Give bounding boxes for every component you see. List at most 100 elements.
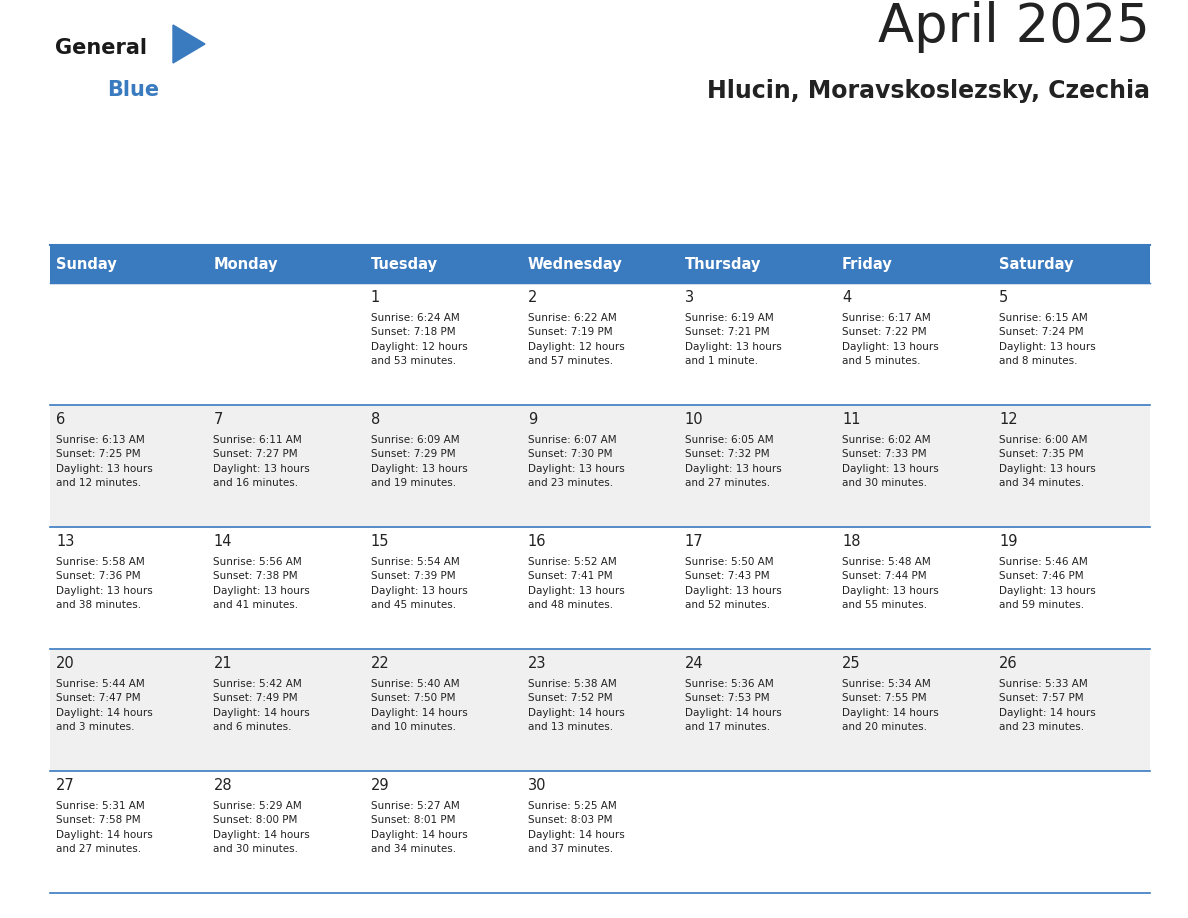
Bar [365, 771, 522, 893]
Text: 9: 9 [527, 412, 537, 427]
Bar [50, 405, 207, 527]
Text: Sunrise: 5:50 AM
Sunset: 7:43 PM
Daylight: 13 hours
and 52 minutes.: Sunrise: 5:50 AM Sunset: 7:43 PM Dayligh… [684, 557, 782, 610]
Text: Blue: Blue [107, 80, 159, 100]
Text: 24: 24 [684, 656, 703, 671]
Text: Sunrise: 5:42 AM
Sunset: 7:49 PM
Daylight: 14 hours
and 6 minutes.: Sunrise: 5:42 AM Sunset: 7:49 PM Dayligh… [214, 679, 310, 733]
Text: Sunrise: 5:33 AM
Sunset: 7:57 PM
Daylight: 14 hours
and 23 minutes.: Sunrise: 5:33 AM Sunset: 7:57 PM Dayligh… [999, 679, 1095, 733]
Text: 4: 4 [842, 290, 852, 305]
Text: Sunrise: 5:40 AM
Sunset: 7:50 PM
Daylight: 14 hours
and 10 minutes.: Sunrise: 5:40 AM Sunset: 7:50 PM Dayligh… [371, 679, 467, 733]
Text: Monday: Monday [214, 256, 278, 272]
Text: General: General [55, 38, 147, 58]
Text: 6: 6 [56, 412, 65, 427]
Text: 27: 27 [56, 778, 75, 793]
Text: Sunrise: 6:13 AM
Sunset: 7:25 PM
Daylight: 13 hours
and 12 minutes.: Sunrise: 6:13 AM Sunset: 7:25 PM Dayligh… [56, 435, 153, 488]
Polygon shape [173, 25, 206, 63]
Text: 7: 7 [214, 412, 223, 427]
Text: 15: 15 [371, 534, 390, 549]
Bar [522, 283, 678, 405]
Bar [678, 245, 835, 283]
Bar [678, 649, 835, 771]
Bar [835, 405, 993, 527]
Bar [50, 649, 207, 771]
Text: 25: 25 [842, 656, 860, 671]
Bar [678, 771, 835, 893]
Bar [835, 771, 993, 893]
Text: 1: 1 [371, 290, 380, 305]
Text: 19: 19 [999, 534, 1018, 549]
Text: Sunrise: 5:36 AM
Sunset: 7:53 PM
Daylight: 14 hours
and 17 minutes.: Sunrise: 5:36 AM Sunset: 7:53 PM Dayligh… [684, 679, 782, 733]
Text: 26: 26 [999, 656, 1018, 671]
Bar [207, 527, 365, 649]
Text: Tuesday: Tuesday [371, 256, 437, 272]
Text: Sunrise: 6:07 AM
Sunset: 7:30 PM
Daylight: 13 hours
and 23 minutes.: Sunrise: 6:07 AM Sunset: 7:30 PM Dayligh… [527, 435, 625, 488]
Text: Sunrise: 5:48 AM
Sunset: 7:44 PM
Daylight: 13 hours
and 55 minutes.: Sunrise: 5:48 AM Sunset: 7:44 PM Dayligh… [842, 557, 939, 610]
Text: 23: 23 [527, 656, 546, 671]
Text: 20: 20 [56, 656, 75, 671]
Text: 3: 3 [684, 290, 694, 305]
Text: Sunrise: 5:27 AM
Sunset: 8:01 PM
Daylight: 14 hours
and 34 minutes.: Sunrise: 5:27 AM Sunset: 8:01 PM Dayligh… [371, 801, 467, 855]
Text: Sunrise: 6:22 AM
Sunset: 7:19 PM
Daylight: 12 hours
and 57 minutes.: Sunrise: 6:22 AM Sunset: 7:19 PM Dayligh… [527, 313, 625, 366]
Text: 16: 16 [527, 534, 546, 549]
Bar [522, 527, 678, 649]
Text: April 2025: April 2025 [878, 1, 1150, 53]
Text: Sunrise: 5:46 AM
Sunset: 7:46 PM
Daylight: 13 hours
and 59 minutes.: Sunrise: 5:46 AM Sunset: 7:46 PM Dayligh… [999, 557, 1095, 610]
Bar [835, 245, 993, 283]
Text: Sunrise: 5:58 AM
Sunset: 7:36 PM
Daylight: 13 hours
and 38 minutes.: Sunrise: 5:58 AM Sunset: 7:36 PM Dayligh… [56, 557, 153, 610]
Text: 21: 21 [214, 656, 232, 671]
Text: 10: 10 [684, 412, 703, 427]
Text: Sunrise: 6:24 AM
Sunset: 7:18 PM
Daylight: 12 hours
and 53 minutes.: Sunrise: 6:24 AM Sunset: 7:18 PM Dayligh… [371, 313, 467, 366]
Text: Sunday: Sunday [56, 256, 118, 272]
Bar [207, 405, 365, 527]
Bar [993, 283, 1150, 405]
Text: Sunrise: 5:44 AM
Sunset: 7:47 PM
Daylight: 14 hours
and 3 minutes.: Sunrise: 5:44 AM Sunset: 7:47 PM Dayligh… [56, 679, 153, 733]
Text: 14: 14 [214, 534, 232, 549]
Bar [835, 649, 993, 771]
Bar [993, 405, 1150, 527]
Text: Sunrise: 6:17 AM
Sunset: 7:22 PM
Daylight: 13 hours
and 5 minutes.: Sunrise: 6:17 AM Sunset: 7:22 PM Dayligh… [842, 313, 939, 366]
Bar [50, 771, 207, 893]
Text: Hlucin, Moravskoslezsky, Czechia: Hlucin, Moravskoslezsky, Czechia [707, 79, 1150, 103]
Bar [835, 283, 993, 405]
Text: Sunrise: 5:56 AM
Sunset: 7:38 PM
Daylight: 13 hours
and 41 minutes.: Sunrise: 5:56 AM Sunset: 7:38 PM Dayligh… [214, 557, 310, 610]
Bar [678, 405, 835, 527]
Text: Sunrise: 5:34 AM
Sunset: 7:55 PM
Daylight: 14 hours
and 20 minutes.: Sunrise: 5:34 AM Sunset: 7:55 PM Dayligh… [842, 679, 939, 733]
Bar [522, 649, 678, 771]
Text: 13: 13 [56, 534, 75, 549]
Text: Sunrise: 6:19 AM
Sunset: 7:21 PM
Daylight: 13 hours
and 1 minute.: Sunrise: 6:19 AM Sunset: 7:21 PM Dayligh… [684, 313, 782, 366]
Text: Sunrise: 5:54 AM
Sunset: 7:39 PM
Daylight: 13 hours
and 45 minutes.: Sunrise: 5:54 AM Sunset: 7:39 PM Dayligh… [371, 557, 467, 610]
Bar [522, 771, 678, 893]
Text: Sunrise: 6:00 AM
Sunset: 7:35 PM
Daylight: 13 hours
and 34 minutes.: Sunrise: 6:00 AM Sunset: 7:35 PM Dayligh… [999, 435, 1095, 488]
Bar [993, 245, 1150, 283]
Text: 5: 5 [999, 290, 1009, 305]
Bar [678, 283, 835, 405]
Bar [207, 649, 365, 771]
Text: Sunrise: 6:09 AM
Sunset: 7:29 PM
Daylight: 13 hours
and 19 minutes.: Sunrise: 6:09 AM Sunset: 7:29 PM Dayligh… [371, 435, 467, 488]
Bar [365, 527, 522, 649]
Bar [50, 245, 207, 283]
Text: 2: 2 [527, 290, 537, 305]
Bar [365, 283, 522, 405]
Text: 28: 28 [214, 778, 232, 793]
Text: Sunrise: 5:31 AM
Sunset: 7:58 PM
Daylight: 14 hours
and 27 minutes.: Sunrise: 5:31 AM Sunset: 7:58 PM Dayligh… [56, 801, 153, 855]
Bar [207, 245, 365, 283]
Text: Wednesday: Wednesday [527, 256, 623, 272]
Text: 30: 30 [527, 778, 546, 793]
Bar [365, 245, 522, 283]
Bar [365, 649, 522, 771]
Text: 12: 12 [999, 412, 1018, 427]
Text: Sunrise: 5:52 AM
Sunset: 7:41 PM
Daylight: 13 hours
and 48 minutes.: Sunrise: 5:52 AM Sunset: 7:41 PM Dayligh… [527, 557, 625, 610]
Text: Sunrise: 6:05 AM
Sunset: 7:32 PM
Daylight: 13 hours
and 27 minutes.: Sunrise: 6:05 AM Sunset: 7:32 PM Dayligh… [684, 435, 782, 488]
Bar [993, 527, 1150, 649]
Bar [365, 405, 522, 527]
Text: 22: 22 [371, 656, 390, 671]
Text: Friday: Friday [842, 256, 892, 272]
Text: 17: 17 [684, 534, 703, 549]
Bar [993, 649, 1150, 771]
Text: Sunrise: 5:38 AM
Sunset: 7:52 PM
Daylight: 14 hours
and 13 minutes.: Sunrise: 5:38 AM Sunset: 7:52 PM Dayligh… [527, 679, 625, 733]
Bar [50, 283, 207, 405]
Text: Sunrise: 6:11 AM
Sunset: 7:27 PM
Daylight: 13 hours
and 16 minutes.: Sunrise: 6:11 AM Sunset: 7:27 PM Dayligh… [214, 435, 310, 488]
Bar [678, 527, 835, 649]
Bar [993, 771, 1150, 893]
Bar [835, 527, 993, 649]
Text: Sunrise: 5:29 AM
Sunset: 8:00 PM
Daylight: 14 hours
and 30 minutes.: Sunrise: 5:29 AM Sunset: 8:00 PM Dayligh… [214, 801, 310, 855]
